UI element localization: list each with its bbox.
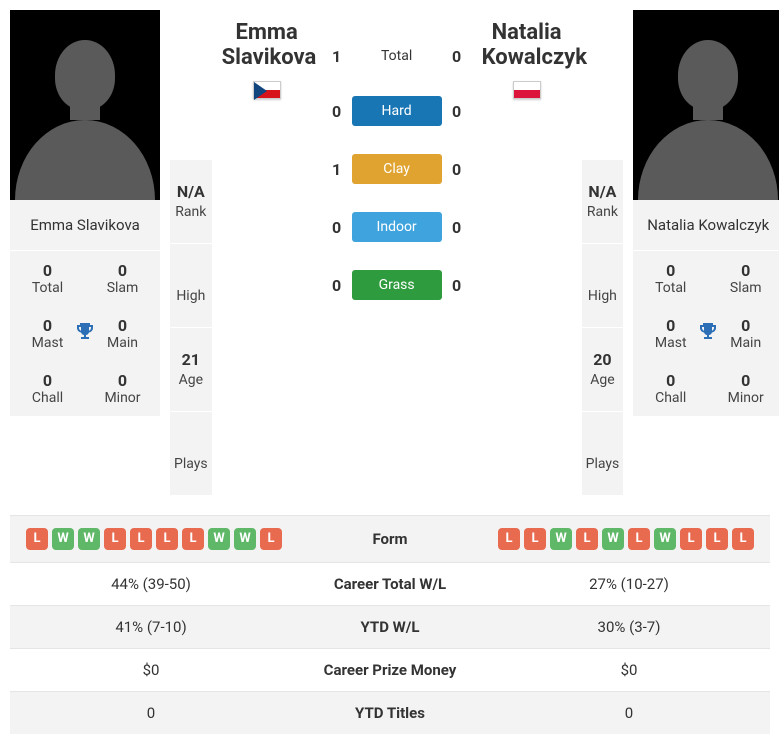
stats-table: LWWLLLLWWL Form LLWLWLWLLL 44% (39-50)Ca… bbox=[10, 515, 770, 734]
surface-pill: Grass bbox=[352, 270, 442, 300]
flag-czech bbox=[253, 81, 281, 99]
form-badge[interactable]: L bbox=[524, 528, 546, 550]
player2-name[interactable]: Natalia Kowalczyk bbox=[633, 200, 779, 250]
player2-lastname: Kowalczyk bbox=[482, 45, 572, 70]
player1-attrs: N/ARank High 21Age Plays bbox=[170, 160, 212, 495]
flag-poland bbox=[513, 81, 541, 99]
player2-header: Natalia Kowalczyk bbox=[482, 20, 572, 113]
player1-form: LWWLLLLWWL bbox=[20, 528, 282, 550]
form-badge[interactable]: L bbox=[156, 528, 178, 550]
player1-header: Emma Slavikova bbox=[222, 20, 312, 113]
form-badge[interactable]: L bbox=[260, 528, 282, 550]
player1-card: Emma Slavikova 0Total 0Slam 0Mast 0Main … bbox=[10, 10, 160, 416]
form-badge[interactable]: L bbox=[498, 528, 520, 550]
form-badge[interactable]: W bbox=[52, 528, 74, 550]
trophy-icon bbox=[696, 320, 720, 348]
form-badge[interactable]: W bbox=[602, 528, 624, 550]
player1-titles: 0Total 0Slam 0Mast 0Main 0Chall 0Minor bbox=[10, 251, 160, 416]
player1-name[interactable]: Emma Slavikova bbox=[10, 200, 160, 250]
trophy-icon bbox=[73, 320, 97, 348]
form-row: LWWLLLLWWL Form LLWLWLWLLL bbox=[10, 515, 770, 562]
form-badge[interactable]: L bbox=[182, 528, 204, 550]
form-badge[interactable]: W bbox=[234, 528, 256, 550]
form-badge[interactable]: W bbox=[208, 528, 230, 550]
surface-row: 0Hard0 bbox=[322, 82, 472, 140]
player1-firstname: Emma bbox=[222, 20, 312, 45]
player2-form: LLWLWLWLLL bbox=[498, 528, 760, 550]
player1-photo[interactable] bbox=[10, 10, 160, 200]
surface-h2h: 1Total00Hard01Clay00Indoor00Grass0 bbox=[322, 30, 472, 314]
form-badge[interactable]: L bbox=[104, 528, 126, 550]
player2-card: Natalia Kowalczyk 0Total 0Slam 0Mast 0Ma… bbox=[633, 10, 779, 416]
surface-pill: Total bbox=[352, 44, 442, 68]
form-badge[interactable]: L bbox=[130, 528, 152, 550]
surface-row: 1Clay0 bbox=[322, 140, 472, 198]
form-badge[interactable]: L bbox=[680, 528, 702, 550]
form-badge[interactable]: L bbox=[26, 528, 48, 550]
player2-firstname: Natalia bbox=[482, 20, 572, 45]
form-badge[interactable]: L bbox=[628, 528, 650, 550]
player2-titles: 0Total 0Slam 0Mast 0Main 0Chall 0Minor bbox=[633, 251, 779, 416]
form-badge[interactable]: L bbox=[706, 528, 728, 550]
form-badge[interactable]: W bbox=[78, 528, 100, 550]
surface-row: 0Grass0 bbox=[322, 256, 472, 314]
player2-photo[interactable] bbox=[633, 10, 779, 200]
surface-row: 0Indoor0 bbox=[322, 198, 472, 256]
form-badge[interactable]: L bbox=[732, 528, 754, 550]
surface-pill: Hard bbox=[352, 96, 442, 126]
form-badge[interactable]: W bbox=[550, 528, 572, 550]
form-badge[interactable]: W bbox=[654, 528, 676, 550]
surface-pill: Indoor bbox=[352, 212, 442, 242]
surface-row: 1Total0 bbox=[322, 30, 472, 82]
form-badge[interactable]: L bbox=[576, 528, 598, 550]
player1-lastname: Slavikova bbox=[222, 45, 312, 70]
surface-pill: Clay bbox=[352, 154, 442, 184]
player2-attrs: N/ARank High 20Age Plays bbox=[582, 160, 624, 495]
